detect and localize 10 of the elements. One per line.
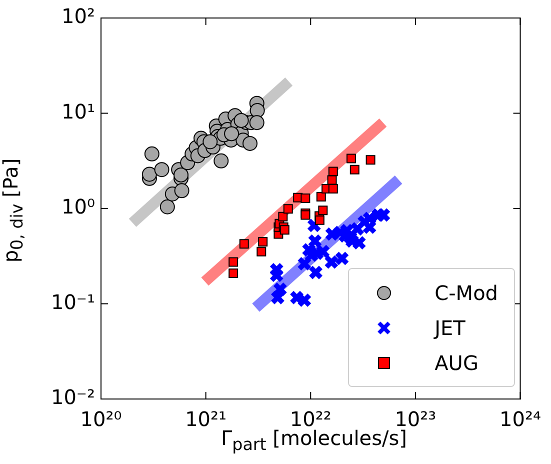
legend-label: AUG [434, 350, 478, 374]
y-tick-label: 10¹ [62, 99, 95, 124]
y-tick-label: 10² [62, 4, 95, 28]
legend-label: JET [434, 316, 466, 340]
x-tick-label: 10²⁴ [500, 407, 541, 432]
y-tick-label: 10⁰ [62, 194, 95, 219]
x-tick-label: 10²⁰ [80, 407, 122, 432]
y-tick-label: 10⁻² [50, 385, 95, 410]
legend-label: C-Mod [434, 280, 498, 304]
y-tick-label: 10⁻¹ [50, 290, 95, 314]
